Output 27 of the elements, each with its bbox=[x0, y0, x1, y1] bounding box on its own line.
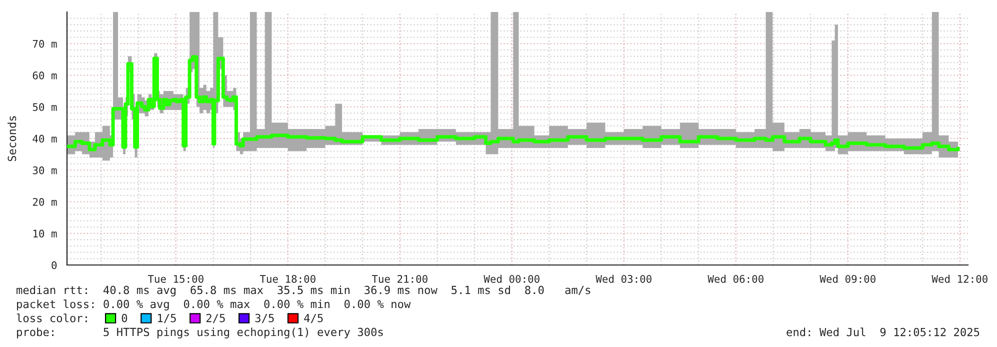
x-tick-label: Wed 06:00 bbox=[708, 274, 764, 283]
text: probe: 5 HTTPS pings using echoping(1) every 300s bbox=[17, 328, 383, 338]
legend-label: 3/5 bbox=[255, 314, 274, 324]
x-tick-label: Wed 03:00 bbox=[596, 274, 652, 283]
legend-title: loss color: bbox=[16, 314, 87, 322]
y-tick-label: 40 m bbox=[32, 134, 57, 143]
text: end: Wed Jul 9 12:05:12 2025 bbox=[786, 328, 980, 336]
legend-label: 4/5 bbox=[304, 314, 323, 324]
legend-label: 0 bbox=[122, 314, 128, 322]
x-tick-label: Wed 09:00 bbox=[820, 274, 876, 283]
x-tick-label: Wed 00:00 bbox=[484, 274, 540, 283]
text: packet loss: 0.00 % avg 0.00 % max 0.00 % min 0.00 % now bbox=[17, 300, 411, 310]
legend-label: 2/5 bbox=[206, 314, 225, 324]
y-tick-label: 10 m bbox=[33, 230, 57, 238]
y-tick-label: 70 m bbox=[32, 40, 57, 48]
x-tick-label: Wed 12:00 bbox=[932, 274, 988, 283]
y-tick-label: 20 m bbox=[32, 198, 57, 206]
y-tick-label: 50 m bbox=[32, 103, 57, 112]
x-tick-label: Tue 18:00 bbox=[260, 274, 316, 283]
y-tick-label: 60 m bbox=[32, 72, 57, 80]
y-axis-title: Seconds bbox=[8, 116, 16, 162]
y-tick-label: 0 bbox=[52, 261, 57, 270]
x-tick-label: Tue 15:00 bbox=[148, 274, 204, 283]
text: median rtt: 40.8 ms avg 65.8 ms max 35.5 ms min 36.9 ms now 5.1 ms sd 8.0 am/s bbox=[16, 286, 590, 296]
y-tick-label: 30 m bbox=[32, 166, 57, 174]
x-tick-label: Tue 21:00 bbox=[372, 274, 428, 283]
legend-label: 1/5 bbox=[158, 314, 176, 324]
